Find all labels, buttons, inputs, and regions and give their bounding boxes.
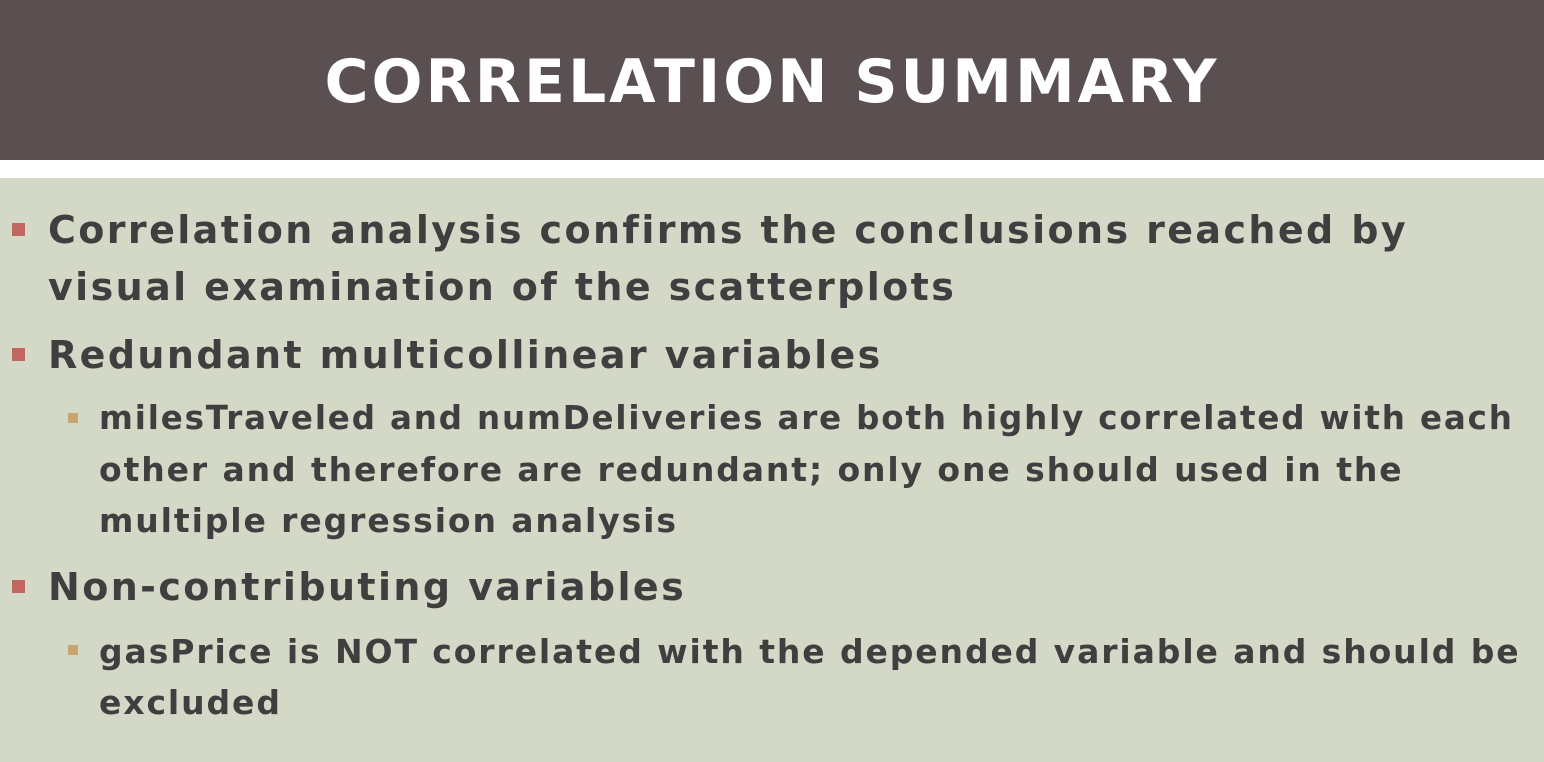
title-bar: CORRELATION SUMMARY xyxy=(0,0,1544,160)
bullet-line: other and therefore are redundant; only … xyxy=(99,450,1404,489)
bullet-non-contributing: Non-contributing variables xyxy=(48,559,686,616)
sub-bullet-square-icon xyxy=(68,413,78,423)
slide-title: CORRELATION SUMMARY xyxy=(324,47,1220,117)
bullet-correlation-analysis: Correlation analysis confirms the conclu… xyxy=(48,202,1408,316)
sub-bullet-gasprice: gasPrice is NOT correlated with the depe… xyxy=(99,626,1521,728)
bullet-line: Correlation analysis confirms the conclu… xyxy=(48,208,1409,252)
bullet-line: excluded xyxy=(99,683,282,722)
bullet-line: milesTraveled and numDeliveries are both… xyxy=(99,399,1514,437)
sub-bullet-milestraveled: milesTraveled and numDeliveries are both… xyxy=(99,393,1514,546)
slide-body: Correlation analysis confirms the conclu… xyxy=(0,178,1544,762)
bullet-line: multiple regression analysis xyxy=(99,501,678,540)
bullet-square-icon xyxy=(12,580,25,593)
bullet-square-icon xyxy=(12,348,25,361)
bullet-redundant-variables: Redundant multicollinear variables xyxy=(48,327,883,384)
bullet-line: Non-contributing variables xyxy=(48,565,687,609)
bullet-line: visual examination of the scatterplots xyxy=(48,265,957,309)
sub-bullet-square-icon xyxy=(68,645,78,655)
bullet-line: gasPrice is NOT correlated with the depe… xyxy=(99,632,1521,671)
bullet-line: Redundant multicollinear variables xyxy=(48,333,883,377)
title-divider xyxy=(0,160,1544,178)
bullet-square-icon xyxy=(12,223,25,236)
